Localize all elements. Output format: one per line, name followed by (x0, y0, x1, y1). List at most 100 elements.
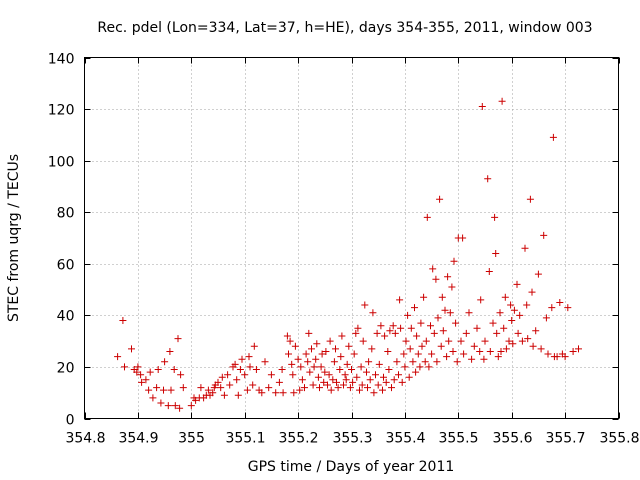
data-point (409, 358, 417, 366)
data-point (377, 322, 385, 330)
data-point (359, 337, 367, 345)
data-point (448, 283, 456, 291)
data-point (485, 268, 493, 275)
data-point (397, 324, 405, 332)
data-point (327, 386, 335, 394)
data-point (389, 322, 397, 330)
data-point (449, 348, 457, 355)
data-point (381, 332, 389, 340)
data-point (358, 381, 366, 389)
data-point (345, 342, 353, 350)
data-point (145, 386, 153, 394)
data-point (286, 337, 294, 345)
data-point (272, 389, 280, 397)
data-point (509, 340, 517, 348)
data-point (231, 360, 239, 368)
data-point (528, 288, 536, 296)
y-tick-label: 140 (48, 52, 75, 68)
data-point (340, 381, 347, 389)
data-point (505, 337, 513, 345)
data-point (444, 273, 452, 281)
x-tick-label: 355.6 (492, 431, 532, 447)
data-point (390, 376, 398, 384)
y-tick-label: 120 (48, 103, 75, 119)
data-point (406, 345, 414, 353)
data-point (496, 309, 504, 317)
data-point (370, 389, 378, 397)
x-tick-label: 354.8 (65, 431, 105, 447)
data-point (413, 332, 421, 340)
data-point (510, 306, 518, 314)
data-point (146, 368, 154, 376)
data-points (114, 97, 582, 412)
data-point (404, 311, 412, 319)
data-point (513, 280, 521, 288)
data-point (492, 250, 500, 257)
data-point (412, 368, 420, 376)
data-point (542, 314, 550, 322)
y-tick-label: 80 (57, 206, 75, 222)
data-point (523, 301, 531, 309)
data-point (314, 373, 322, 381)
data-point (384, 348, 392, 355)
data-point (369, 309, 377, 317)
data-point (385, 366, 393, 373)
data-point (160, 386, 167, 394)
data-point (224, 371, 232, 379)
data-point (142, 376, 150, 384)
data-point (388, 384, 395, 392)
data-point (524, 335, 532, 343)
data-point (279, 389, 287, 397)
x-tick-label: 355 (178, 431, 205, 447)
data-point (400, 350, 408, 358)
data-point (443, 353, 451, 361)
data-point (133, 368, 141, 376)
data-point (405, 373, 413, 381)
data-point (154, 366, 162, 373)
data-point (243, 386, 251, 394)
data-point (334, 384, 342, 392)
data-point (526, 195, 534, 203)
data-point (436, 195, 444, 203)
data-point (393, 358, 401, 366)
data-point (365, 358, 373, 366)
data-point (289, 371, 297, 379)
data-point (326, 337, 334, 345)
data-point (437, 342, 445, 350)
data-point (508, 317, 516, 324)
data-point (304, 358, 312, 366)
data-point (128, 345, 135, 353)
data-point (174, 335, 182, 343)
data-point (220, 391, 228, 399)
y-tick-label: 0 (66, 413, 75, 429)
data-point (537, 345, 545, 353)
x-tick-label: 355.1 (225, 431, 265, 447)
data-point (460, 350, 468, 358)
data-point (324, 381, 331, 389)
data-point (518, 337, 526, 345)
data-point (401, 363, 409, 371)
data-point (305, 329, 313, 337)
data-point (138, 378, 146, 386)
data-point (261, 358, 269, 366)
data-point (421, 358, 429, 366)
data-point (438, 293, 446, 301)
data-point (374, 381, 382, 389)
data-point (417, 319, 425, 327)
data-point (364, 384, 371, 392)
x-tick-label: 355.3 (332, 431, 372, 447)
data-point (373, 329, 381, 337)
data-point (197, 384, 205, 392)
data-point (171, 402, 179, 410)
data-point (386, 327, 394, 335)
data-point (375, 360, 383, 368)
data-point (446, 309, 454, 317)
data-point (348, 366, 355, 373)
data-point (423, 213, 431, 221)
data-point (414, 350, 422, 358)
data-point (477, 296, 485, 304)
data-point (422, 337, 430, 345)
data-point (342, 376, 350, 384)
data-point (575, 345, 582, 353)
y-tick-label: 20 (57, 361, 75, 377)
